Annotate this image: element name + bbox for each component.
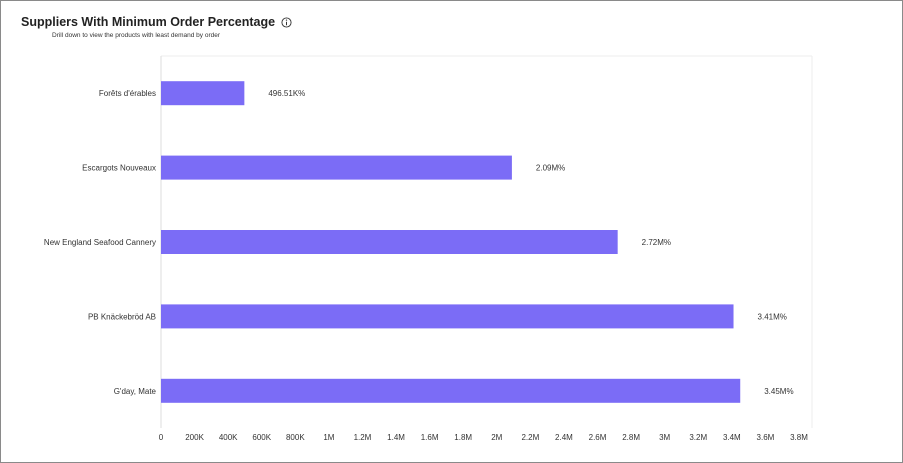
data-label: 2.09M% (536, 164, 565, 173)
x-tick-label: 0 (159, 433, 164, 442)
x-tick-label: 600K (252, 433, 271, 442)
x-tick-label: 400K (219, 433, 238, 442)
bar-4[interactable] (161, 378, 741, 403)
data-label: 2.72M% (642, 238, 671, 247)
category-label: G'day, Mate (114, 387, 157, 396)
bar-1[interactable] (161, 155, 512, 180)
bars-group (161, 81, 741, 403)
x-tick-label: 2.8M (622, 433, 640, 442)
x-tick-label: 1M (323, 433, 334, 442)
data-labels: 496.51K% 2.09M% 2.72M% 3.41M% 3.45M% (268, 89, 793, 396)
x-tick-label: 1.8M (454, 433, 472, 442)
data-label: 496.51K% (268, 89, 305, 98)
x-tick-label: 3M (659, 433, 670, 442)
bar-2[interactable] (161, 230, 618, 254)
info-icon[interactable] (281, 16, 292, 28)
x-tick-label: 1.6M (421, 433, 439, 442)
data-label: 3.41M% (758, 312, 787, 321)
category-label: New England Seafood Cannery (44, 238, 156, 247)
category-label: Escargots Nouveaux (82, 164, 156, 173)
x-axis-ticks: 0 200K 400K 600K 800K 1M 1.2M 1.4M 1.6M 1.8M 2M 2.2… (159, 433, 808, 442)
data-label: 3.45M% (764, 387, 793, 396)
chart-header: Suppliers With Minimum Order Percentage (21, 15, 292, 29)
x-tick-label: 1.2M (354, 433, 372, 442)
bar-3[interactable] (161, 304, 734, 329)
chart-subtitle: Drill down to view the products with lea… (52, 32, 220, 39)
category-label: Forêts d'érables (99, 89, 156, 98)
x-tick-label: 1.4M (387, 433, 405, 442)
bar-0[interactable] (161, 81, 245, 106)
x-tick-label: 2.6M (589, 433, 607, 442)
x-tick-label: 2M (491, 433, 502, 442)
x-tick-label: 200K (185, 433, 204, 442)
x-tick-label: 800K (286, 433, 305, 442)
x-tick-label: 3.4M (723, 433, 741, 442)
x-tick-label: 3.6M (757, 433, 775, 442)
category-label: PB Knäckebröd AB (88, 312, 156, 321)
x-tick-label: 3.8M (790, 433, 808, 442)
x-tick-label: 2.2M (521, 433, 539, 442)
chart-title: Suppliers With Minimum Order Percentage (21, 15, 276, 29)
category-labels: Forêts d'érables Escargots Nouveaux New En… (44, 89, 157, 396)
x-tick-label: 2.4M (555, 433, 573, 442)
x-tick-label: 3.2M (689, 433, 707, 442)
